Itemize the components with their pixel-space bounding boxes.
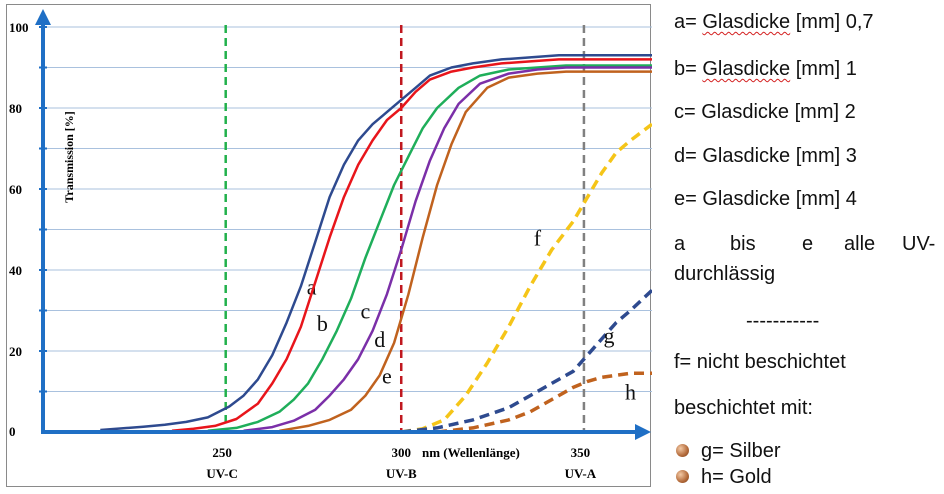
bullet-icon <box>676 469 689 483</box>
legend-a-word: Glasdicke <box>702 11 791 33</box>
y-axis-label: Transmission [%] <box>62 111 76 202</box>
legend-item-e: e= Glasdicke [mm] 4 <box>674 188 857 210</box>
series-line-e <box>279 70 652 433</box>
x-region-label: UV-A <box>565 466 597 481</box>
series-label-c: c <box>361 299 371 324</box>
legend-note-word: alle <box>844 233 876 255</box>
legend-a-prefix: a= <box>674 11 703 33</box>
series-line-d <box>243 66 652 433</box>
y-tick-label: 0 <box>9 424 16 439</box>
y-tick-label: 40 <box>9 263 22 278</box>
y-tick-label: 100 <box>9 20 29 35</box>
legend-coated-heading: beschichtet mit: <box>674 397 813 419</box>
transmission-chart: ab cde f g h 0 20 40 60 80 100 250 UV-C 300 UV-B 350 UV-… <box>9 9 652 481</box>
y-tick-label: 20 <box>9 344 22 359</box>
y-tick-label: 60 <box>9 182 22 197</box>
legend-note-line2: durchlässig <box>674 263 776 285</box>
legend-item-a: a= Glasdicke [mm] 0,7 <box>674 10 874 34</box>
series-label-g: g <box>604 323 615 348</box>
legend-b-word: Glasdicke <box>702 58 791 80</box>
x-region-label: UV-C <box>206 466 238 481</box>
series-line-a <box>100 54 652 432</box>
series-line-g <box>401 289 652 434</box>
legend-item-c: c= Glasdicke [mm] 2 <box>674 101 856 123</box>
legend-a-suffix: [mm] 0,7 <box>790 11 874 33</box>
series-label-a: a <box>307 274 317 299</box>
series-label-f: f <box>534 226 542 251</box>
series-label-e: e <box>382 363 392 388</box>
x-region-label: UV-B <box>386 466 417 481</box>
legend-note-word: bis <box>730 233 756 255</box>
x-tick-label: 350 <box>571 445 591 460</box>
y-tick-label: 80 <box>9 101 22 116</box>
legend-note-word: UV- <box>902 233 936 255</box>
x-axis-label: nm (Wellenlänge) <box>422 445 520 460</box>
legend-g-text: g= Silber <box>701 440 781 462</box>
legend-note-word: a <box>674 233 686 255</box>
legend-item-g: g= Silber <box>674 439 781 463</box>
legend-b-suffix: [mm] 1 <box>790 58 857 80</box>
legend-separator: ----------- <box>746 310 820 332</box>
chart-panel: a b c d e f g h 0 20 40 60 80 100 250 UV-C 300 UV-B 350 UV-… <box>6 4 652 487</box>
x-tick-label: 250 <box>212 445 232 460</box>
legend-b-prefix: b= <box>674 58 703 80</box>
series-line-c <box>207 64 652 433</box>
series-line-b <box>171 58 652 433</box>
legend-item-h: h= Gold <box>674 465 772 489</box>
bullet-icon <box>676 443 689 457</box>
x-tick-label: 300 <box>391 445 411 460</box>
series-label-b: b <box>317 311 328 336</box>
legend-note-word: e <box>802 233 814 255</box>
series-label-d: d <box>374 327 385 352</box>
legend-item-d: d= Glasdicke [mm] 3 <box>674 145 857 167</box>
series-label-h: h <box>625 380 636 405</box>
series-line-h <box>436 371 652 434</box>
legend-item-f: f= nicht beschichtet <box>674 351 846 373</box>
legend-item-b: b= Glasdicke [mm] 1 <box>674 57 857 81</box>
series-line-f <box>400 122 652 434</box>
legend-h-text: h= Gold <box>701 466 772 488</box>
x-axis-arrow <box>635 424 651 440</box>
y-axis-arrow <box>35 9 51 25</box>
